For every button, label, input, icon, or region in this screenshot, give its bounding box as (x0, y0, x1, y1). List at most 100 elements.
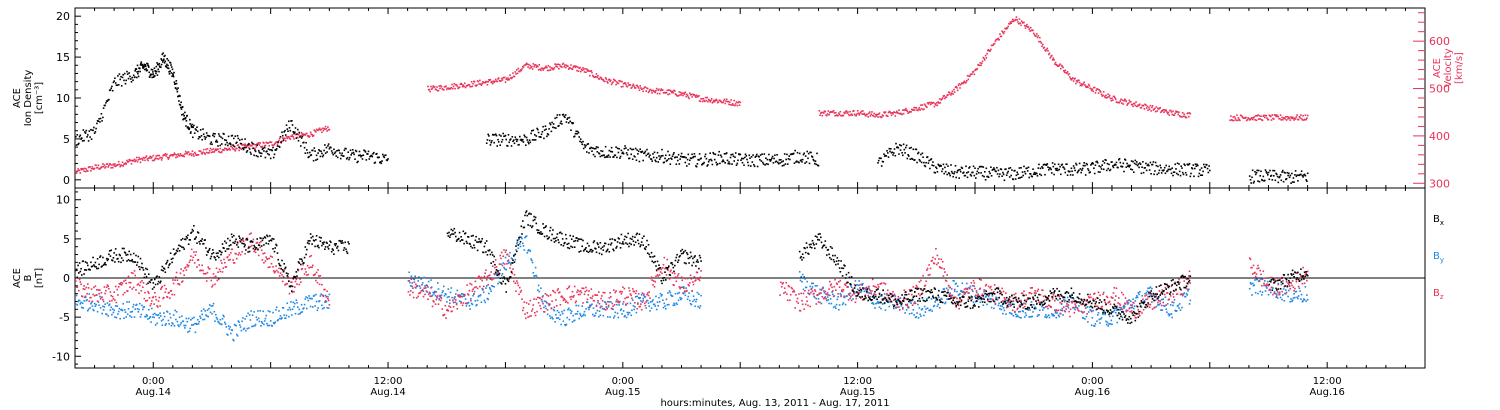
density-series-point (987, 176, 990, 178)
bz-series-point (675, 280, 678, 283)
density-series-point (1204, 166, 1207, 169)
bz-series-point (502, 255, 504, 257)
velocity-series-point (819, 114, 821, 116)
velocity-series-point (739, 101, 742, 104)
bz-series-point (482, 289, 484, 291)
density-series-point (273, 153, 276, 156)
bz-series-point (131, 288, 133, 290)
density-series-point (975, 173, 978, 175)
density-series-point (100, 113, 103, 115)
by-series-point (266, 322, 268, 325)
velocity-series-point (470, 85, 472, 88)
density-series-point (169, 70, 171, 72)
by-series-point (189, 327, 191, 330)
velocity-series-point (1016, 19, 1018, 21)
density-series-point (259, 152, 261, 154)
bz-series-point (212, 284, 214, 287)
by-series-point (978, 298, 980, 300)
density-series-point (776, 154, 778, 156)
density-series-point (631, 158, 634, 160)
by-series-point (434, 294, 437, 297)
density-series-point (306, 152, 309, 154)
by-series-point (867, 291, 869, 294)
density-series-point (549, 122, 551, 124)
by-series-point (271, 325, 273, 327)
by-series-point (668, 290, 671, 292)
by-series-point (236, 335, 239, 337)
by-series-point (956, 285, 959, 287)
velocity-series-point (668, 93, 671, 95)
by-series-point (572, 314, 574, 317)
bz-series-point (169, 297, 171, 299)
bz-series-point (120, 284, 123, 286)
by-series-point (1099, 322, 1101, 324)
by-series-point (877, 300, 879, 303)
bz-series-point (248, 233, 251, 235)
by-series-point (829, 294, 831, 297)
density-series-point (256, 144, 258, 146)
density-series-point (787, 158, 790, 160)
velocity-series-point (1277, 115, 1280, 118)
bz-series-point (287, 275, 289, 278)
density-series-point (146, 69, 149, 71)
density-series-point (1147, 163, 1149, 166)
density-series-point (520, 138, 523, 141)
velocity-series-point (1263, 114, 1265, 117)
by-series-point (75, 303, 77, 305)
velocity-series-point (268, 145, 270, 147)
by-series-point (295, 299, 298, 301)
velocity-series-point (570, 64, 572, 66)
bz-series-point (602, 291, 605, 294)
velocity-series-point (276, 143, 279, 145)
by-series-point (123, 317, 125, 319)
bz-series-point (535, 298, 538, 301)
bz-series-point (798, 293, 800, 295)
density-series-point (1176, 162, 1179, 165)
density-series-point (1166, 169, 1169, 172)
velocity-series-point (491, 80, 493, 83)
density-series-point (208, 135, 211, 138)
density-series-point (610, 146, 613, 149)
by-series-point (1105, 323, 1108, 326)
by-series-point (161, 324, 164, 326)
velocity-series-point (698, 95, 700, 97)
by-series-point (1248, 287, 1251, 290)
by-series-point (106, 302, 109, 304)
velocity-series-point (715, 98, 717, 101)
bz-series-point (585, 286, 587, 289)
velocity-series-point (990, 48, 992, 51)
velocity-series-point (838, 112, 840, 114)
density-series-point (357, 160, 359, 163)
density-series-point (660, 155, 663, 157)
density-series-point (180, 106, 182, 109)
b-y-tick-label: -10 (52, 350, 70, 363)
bz-series-point (121, 282, 124, 284)
velocity-series-point (940, 99, 942, 101)
density-series-point (586, 151, 588, 153)
velocity-series-point (731, 103, 734, 105)
by-series-point (692, 295, 695, 297)
by-series-point (974, 295, 976, 298)
by-series-point (1283, 300, 1286, 302)
density-series-point (927, 162, 930, 164)
density-series-point (1016, 171, 1018, 174)
density-series-point (1139, 162, 1141, 164)
density-series-point (186, 114, 188, 117)
by-series-point (79, 303, 82, 305)
by-series-point (266, 324, 269, 327)
by-series-point (308, 295, 310, 297)
by-series-point (422, 290, 425, 293)
bz-series-point (570, 298, 572, 301)
density-series-point (920, 161, 923, 164)
by-series-point (212, 305, 214, 307)
density-series-point (719, 154, 722, 156)
density-series-point (753, 163, 755, 166)
velocity-series-point (1109, 97, 1112, 100)
velocity-series-point (605, 78, 608, 80)
by-series-point (105, 313, 107, 315)
bz-series-point (489, 278, 492, 280)
density-series-point (189, 132, 192, 134)
density-series-point (359, 154, 361, 156)
velocity-series-point (93, 167, 96, 170)
density-series-point (1165, 164, 1167, 167)
